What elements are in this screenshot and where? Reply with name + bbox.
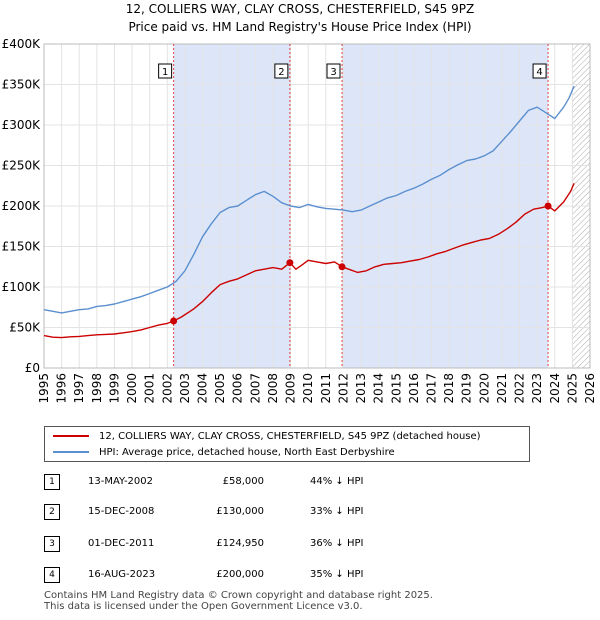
x-tick-label: 1998 bbox=[90, 373, 104, 404]
sale-number-label: 3 bbox=[330, 67, 336, 78]
y-tick-label: £0 bbox=[25, 361, 40, 375]
x-tick-label: 2015 bbox=[389, 373, 403, 404]
footer: Contains HM Land Registry data © Crown c… bbox=[44, 590, 433, 612]
footer-copyright: Contains HM Land Registry data © Crown c… bbox=[44, 590, 433, 601]
series-line-property bbox=[43, 183, 575, 339]
chart-title: 12, COLLIERS WAY, CLAY CROSS, CHESTERFIE… bbox=[125, 2, 475, 16]
x-tick-label: 2002 bbox=[160, 373, 174, 404]
y-tick-label: £50K bbox=[9, 321, 41, 335]
x-tick-label: 2016 bbox=[407, 373, 421, 404]
sale-number-box bbox=[532, 63, 547, 79]
x-tick-label: 2026 bbox=[583, 373, 597, 404]
x-tick-label: 2004 bbox=[196, 373, 210, 404]
x-tick-label: 2010 bbox=[301, 373, 315, 404]
x-tick-label: 2018 bbox=[442, 373, 456, 404]
legend-item-hpi: HPI: Average price, detached house, Nort… bbox=[53, 444, 395, 460]
x-tick-label: 2024 bbox=[548, 373, 562, 404]
x-tick-label: 2022 bbox=[513, 373, 527, 404]
sale-price: £200,000 bbox=[216, 569, 264, 580]
x-tick-label: 2008 bbox=[266, 373, 280, 404]
x-tick-label: 2025 bbox=[565, 373, 579, 404]
x-tick-label: 2006 bbox=[231, 373, 245, 404]
sale-date: 01-DEC-2011 bbox=[88, 538, 155, 549]
footer-licence: This data is licensed under the Open Gov… bbox=[44, 601, 363, 612]
y-tick-label: £150K bbox=[2, 240, 42, 254]
x-tick-label: 2011 bbox=[319, 373, 333, 404]
x-tick-label: 2009 bbox=[284, 373, 298, 404]
sale-marker-box: 1 bbox=[44, 474, 60, 490]
chart-subtitle: Price paid vs. HM Land Registry's House … bbox=[128, 20, 472, 34]
series-line-hpi bbox=[43, 85, 575, 314]
x-tick-label: 2003 bbox=[178, 373, 192, 404]
x-tick-label: 2017 bbox=[424, 373, 438, 404]
x-tick-label: 2021 bbox=[495, 373, 509, 404]
x-tick-label: 2019 bbox=[460, 373, 474, 404]
table-row: 3 01-DEC-2011 £124,950 36% ↓ HPI bbox=[44, 534, 464, 554]
legend-label-hpi: HPI: Average price, detached house, Nort… bbox=[99, 446, 395, 458]
sale-point bbox=[286, 259, 294, 267]
y-tick-label: £100K bbox=[2, 280, 42, 294]
sale-hpi-diff: 36% ↓ HPI bbox=[310, 538, 364, 549]
legend-item-property: 12, COLLIERS WAY, CLAY CROSS, CHESTERFIE… bbox=[53, 428, 481, 444]
x-tick-label: 2014 bbox=[372, 373, 386, 404]
sale-price: £58,000 bbox=[222, 476, 264, 487]
sale-date: 15-DEC-2008 bbox=[88, 506, 155, 517]
sale-price: £124,950 bbox=[216, 538, 264, 549]
sale-price: £130,000 bbox=[216, 506, 264, 517]
price-chart: 1 2 3 4 £0 £50K £100K £150K £200K £250K £300K £350K… bbox=[2, 37, 597, 404]
sale-hpi-diff: 35% ↓ HPI bbox=[310, 569, 364, 580]
table-row: 2 15-DEC-2008 £130,000 33% ↓ HPI bbox=[44, 502, 464, 522]
y-tick-label: £300K bbox=[2, 118, 42, 132]
legend: 12, COLLIERS WAY, CLAY CROSS, CHESTERFIE… bbox=[44, 426, 530, 462]
legend-label-property: 12, COLLIERS WAY, CLAY CROSS, CHESTERFIE… bbox=[99, 430, 481, 442]
x-tick-label: 1996 bbox=[55, 373, 69, 404]
sale-number-box bbox=[158, 63, 173, 79]
y-tick-label: £350K bbox=[2, 78, 42, 92]
table-row: 1 13-MAY-2002 £58,000 44% ↓ HPI bbox=[44, 472, 464, 492]
x-tick-label: 2023 bbox=[530, 373, 544, 404]
sale-number-label: 1 bbox=[162, 67, 168, 78]
sale-point bbox=[544, 202, 552, 210]
legend-swatch-hpi bbox=[53, 451, 89, 453]
x-tick-label: 2013 bbox=[354, 373, 368, 404]
x-tick-label: 1995 bbox=[37, 373, 51, 404]
sale-date: 13-MAY-2002 bbox=[88, 476, 154, 487]
x-tick-label: 1999 bbox=[107, 373, 121, 404]
x-tick-label: 2020 bbox=[477, 373, 491, 404]
y-tick-label: £400K bbox=[2, 37, 42, 51]
sale-marker-box: 3 bbox=[44, 536, 60, 552]
y-tick-label: £250K bbox=[2, 159, 42, 173]
sale-marker-box: 4 bbox=[44, 567, 60, 583]
x-tick-label: 1997 bbox=[72, 373, 86, 404]
plot-border bbox=[43, 43, 591, 369]
x-tick-label: 2000 bbox=[125, 373, 139, 404]
sale-hpi-diff: 33% ↓ HPI bbox=[310, 506, 364, 517]
legend-swatch-property bbox=[53, 435, 89, 437]
sale-marker-box: 2 bbox=[44, 504, 60, 520]
x-tick-label: 2012 bbox=[336, 373, 350, 404]
table-row: 4 16-AUG-2023 £200,000 35% ↓ HPI bbox=[44, 565, 464, 585]
sale-number-label: 2 bbox=[278, 67, 284, 78]
sale-number-box bbox=[326, 63, 341, 79]
x-tick-label: 2001 bbox=[143, 373, 157, 404]
sale-point bbox=[338, 263, 346, 271]
sale-number-label: 4 bbox=[536, 67, 542, 78]
y-tick-label: £200K bbox=[2, 199, 42, 213]
sale-date: 16-AUG-2023 bbox=[88, 569, 156, 580]
x-tick-label: 2007 bbox=[248, 373, 262, 404]
sale-number-box bbox=[274, 63, 289, 79]
sale-hpi-diff: 44% ↓ HPI bbox=[310, 476, 364, 487]
x-tick-label: 2005 bbox=[213, 373, 227, 404]
sale-point bbox=[170, 317, 178, 325]
